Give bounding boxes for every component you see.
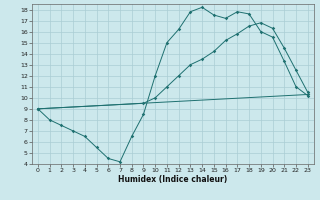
X-axis label: Humidex (Indice chaleur): Humidex (Indice chaleur) [118,175,228,184]
